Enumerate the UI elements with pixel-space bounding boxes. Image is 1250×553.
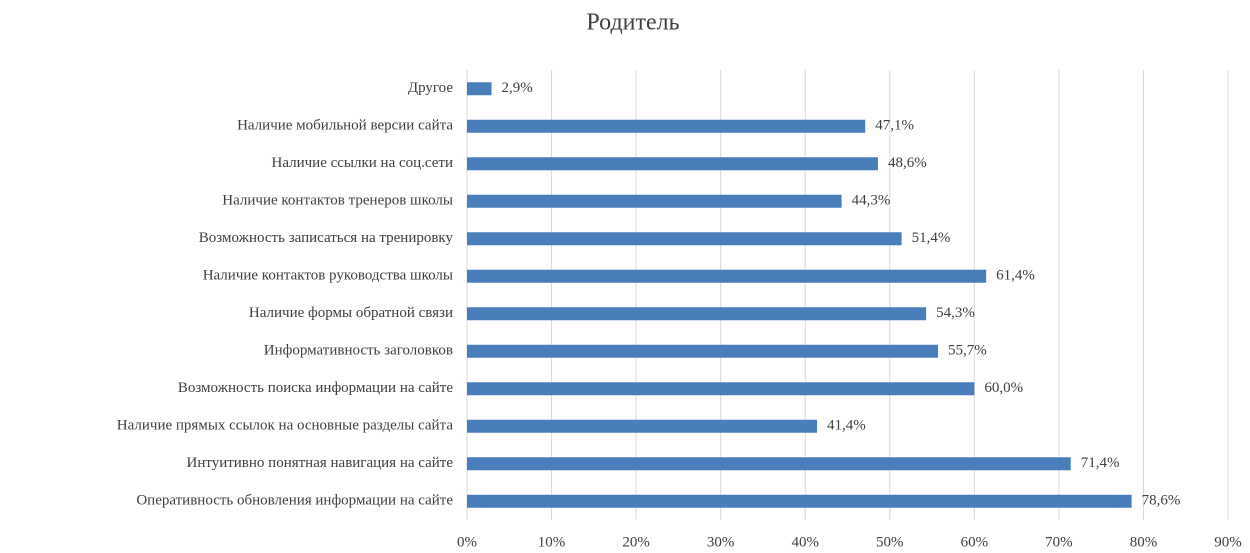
y-tick-label: Возможность поиска информации на сайте [178, 380, 454, 396]
bar [467, 82, 492, 96]
x-tick-label: 80% [1130, 534, 1158, 550]
bar [467, 457, 1071, 471]
y-tick-label: Наличие ссылки на соц.сети [271, 155, 453, 171]
y-tick-label: Интуитивно понятная навигация на сайте [186, 455, 453, 471]
y-tick-label: Наличие контактов руководства школы [203, 268, 453, 284]
bar [467, 157, 878, 171]
data-label: 44,3% [852, 193, 891, 209]
bar [467, 344, 938, 358]
data-label: 47,1% [875, 118, 914, 134]
bar [467, 269, 987, 283]
y-tick-label: Другое [408, 80, 453, 96]
y-tick-label: Возможность записаться на тренировку [199, 230, 454, 246]
y-tick-label: Оперативность обновления информации на с… [136, 493, 453, 509]
x-tick-label: 70% [1045, 534, 1073, 550]
data-label: 55,7% [948, 343, 987, 359]
x-tick-label: 30% [707, 534, 735, 550]
x-tick-label: 60% [961, 534, 989, 550]
bar [467, 307, 927, 321]
bar [467, 419, 818, 433]
bar [467, 119, 866, 133]
data-label: 71,4% [1081, 455, 1120, 471]
x-tick-label: 10% [538, 534, 566, 550]
data-label: 54,3% [936, 305, 975, 321]
y-tick-label: Наличие прямых ссылок на основные раздел… [117, 418, 454, 434]
data-label: 2,9% [502, 80, 533, 96]
x-tick-label: 40% [791, 534, 819, 550]
y-tick-label: Наличие контактов тренеров школы [222, 193, 453, 209]
chart-title: Родитель [586, 10, 679, 36]
data-label: 61,4% [996, 268, 1035, 284]
x-tick-label: 50% [876, 534, 904, 550]
data-label: 60,0% [984, 380, 1023, 396]
data-label: 78,6% [1142, 493, 1181, 509]
x-tick-label: 20% [622, 534, 650, 550]
bar [467, 382, 975, 396]
data-label: 51,4% [912, 230, 951, 246]
y-tick-label: Наличие мобильной версии сайта [237, 118, 453, 134]
y-tick-label: Наличие формы обратной связи [249, 305, 453, 321]
x-tick-label: 0% [457, 534, 477, 550]
y-tick-label: Информативность заголовков [264, 343, 453, 359]
bar [467, 232, 902, 246]
bar [467, 194, 842, 208]
data-label: 48,6% [888, 155, 927, 171]
bar [467, 494, 1132, 508]
data-label: 41,4% [827, 418, 866, 434]
x-tick-label: 90% [1214, 534, 1242, 550]
